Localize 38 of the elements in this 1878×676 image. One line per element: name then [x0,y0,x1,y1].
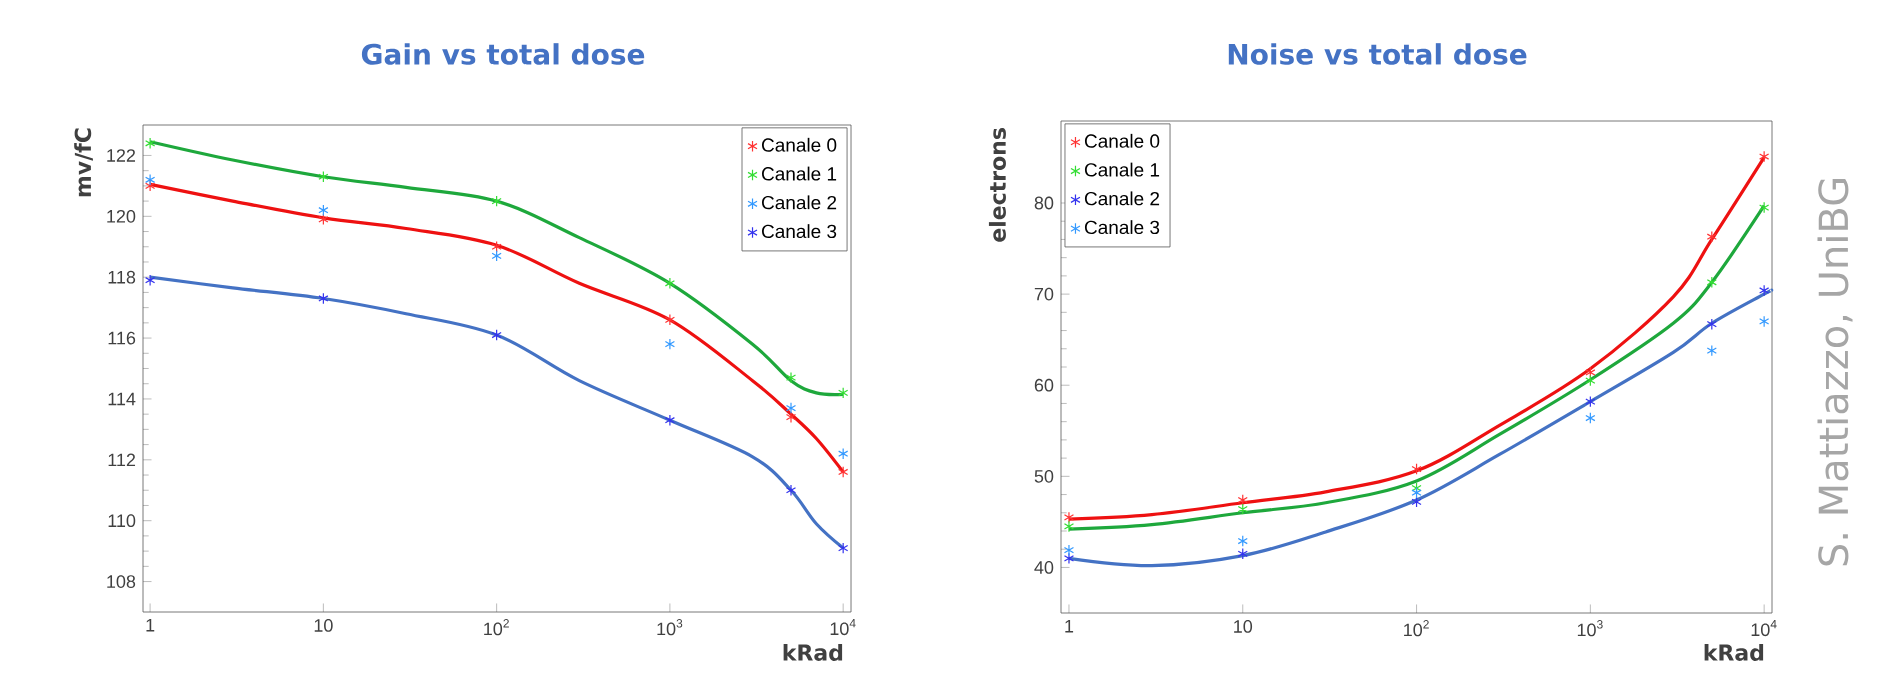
x-tick-label: 10$^{4}$ [830,619,856,636]
y-tick-label: 80 [1034,196,1054,210]
x-tick-label: 10$^{4}$ [1751,620,1777,637]
legend-label: Canale 3 [761,224,837,239]
legend-label: Canale 0 [1084,133,1160,148]
chart-title: Noise vs total dose [1228,43,1527,65]
y-axis-title: electrons [988,128,1006,242]
y-tick-label: 108 [107,575,136,588]
y-tick-label: 118 [108,270,136,284]
x-tick-label: 1 [1065,620,1074,633]
legend-label: Canale 3 [1084,220,1160,235]
legend-label: Canale 2 [1084,191,1160,206]
chart-title: Gain vs total dose [361,43,645,65]
y-axis-title: mv/fC [74,128,93,197]
x-tick-label: 10 [314,619,333,632]
legend-label: Canale 0 [761,137,837,152]
y-tick-label: 116 [108,331,136,345]
legend-label: Canale 1 [1084,162,1160,177]
x-axis-title: kRad [1704,643,1764,661]
x-tick-label: 10$^{2}$ [1404,620,1429,637]
x-axis-title: kRad [783,643,843,661]
x-tick-label: 10$^{2}$ [484,619,509,636]
y-tick-label: 122 [107,149,136,162]
text: S. Mattiazzo, UniBG [1817,179,1853,566]
x-tick-label: 1 [146,619,155,632]
y-tick-label: 40 [1034,561,1054,574]
legend-label: Canale 1 [761,166,837,181]
x-tick-label: 10$^{3}$ [657,619,683,636]
y-tick-label: 114 [108,392,136,406]
y-tick-label: 60 [1034,378,1054,392]
y-tick-label: 110 [108,514,136,528]
y-tick-label: 50 [1034,469,1054,483]
y-tick-label: 70 [1034,287,1054,301]
legend-label: Canale 2 [761,195,837,210]
y-tick-label: 120 [107,209,136,223]
x-tick-label: 10 [1234,620,1253,633]
y-tick-label: 112 [108,453,136,467]
x-tick-label: 10$^{3}$ [1577,620,1603,637]
